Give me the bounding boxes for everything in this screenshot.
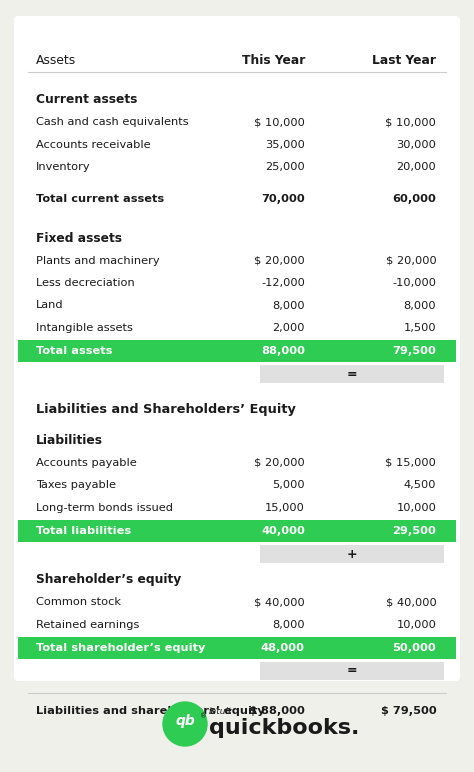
Text: Accounts receivable: Accounts receivable bbox=[36, 140, 151, 150]
Text: +: + bbox=[347, 547, 357, 560]
Bar bbox=[18, 520, 456, 542]
Text: Assets: Assets bbox=[36, 54, 76, 67]
Text: $ 40,000: $ 40,000 bbox=[254, 598, 305, 608]
Text: $ 40,000: $ 40,000 bbox=[385, 598, 436, 608]
Text: 8,000: 8,000 bbox=[272, 620, 305, 630]
Text: 10,000: 10,000 bbox=[396, 620, 436, 630]
Text: Total liabilities: Total liabilities bbox=[36, 527, 131, 536]
Text: Current assets: Current assets bbox=[36, 93, 137, 106]
Text: -12,000: -12,000 bbox=[261, 278, 305, 288]
Text: 29,500: 29,500 bbox=[392, 527, 436, 536]
Text: $ 10,000: $ 10,000 bbox=[254, 117, 305, 127]
Text: 10,000: 10,000 bbox=[396, 503, 436, 513]
Bar bbox=[260, 662, 444, 680]
Text: Liabilities and shareholders’ equity: Liabilities and shareholders’ equity bbox=[36, 706, 265, 716]
Text: 88,000: 88,000 bbox=[261, 347, 305, 356]
Text: 8,000: 8,000 bbox=[272, 300, 305, 310]
Text: 4,500: 4,500 bbox=[404, 480, 436, 490]
Text: $ 10,000: $ 10,000 bbox=[385, 117, 436, 127]
Text: 1,500: 1,500 bbox=[404, 323, 436, 333]
Text: Shareholder’s equity: Shareholder’s equity bbox=[36, 574, 181, 586]
Text: $ 79,500: $ 79,500 bbox=[381, 706, 436, 716]
Text: Total assets: Total assets bbox=[36, 347, 112, 356]
FancyBboxPatch shape bbox=[14, 16, 460, 681]
Text: 25,000: 25,000 bbox=[265, 162, 305, 172]
Text: Long-term bonds issued: Long-term bonds issued bbox=[36, 503, 173, 513]
Text: Plants and machinery: Plants and machinery bbox=[36, 256, 160, 266]
Text: 15,000: 15,000 bbox=[265, 503, 305, 513]
Text: 60,000: 60,000 bbox=[392, 194, 436, 204]
Circle shape bbox=[163, 702, 207, 746]
Text: Total current assets: Total current assets bbox=[36, 194, 164, 204]
Text: Cash and cash equivalents: Cash and cash equivalents bbox=[36, 117, 189, 127]
Text: Accounts payable: Accounts payable bbox=[36, 458, 137, 468]
Text: Intangible assets: Intangible assets bbox=[36, 323, 133, 333]
Text: Common stock: Common stock bbox=[36, 598, 121, 608]
Text: This Year: This Year bbox=[242, 54, 305, 67]
Text: 48,000: 48,000 bbox=[261, 643, 305, 653]
Bar bbox=[260, 545, 444, 563]
Text: Liabilities: Liabilities bbox=[36, 434, 103, 447]
Text: 2,000: 2,000 bbox=[273, 323, 305, 333]
Text: 20,000: 20,000 bbox=[397, 162, 436, 172]
Text: 30,000: 30,000 bbox=[396, 140, 436, 150]
Text: $ 88,000: $ 88,000 bbox=[249, 706, 305, 716]
Text: Last Year: Last Year bbox=[372, 54, 436, 67]
Text: 5,000: 5,000 bbox=[272, 480, 305, 490]
Text: Fixed assets: Fixed assets bbox=[36, 232, 122, 245]
Text: 79,500: 79,500 bbox=[392, 347, 436, 356]
Text: 8,000: 8,000 bbox=[404, 300, 436, 310]
Text: $ 20,000: $ 20,000 bbox=[254, 256, 305, 266]
Text: 40,000: 40,000 bbox=[261, 527, 305, 536]
Text: 35,000: 35,000 bbox=[265, 140, 305, 150]
Text: $ 20,000: $ 20,000 bbox=[254, 458, 305, 468]
Text: Inventory: Inventory bbox=[36, 162, 91, 172]
Text: $ 20,000: $ 20,000 bbox=[385, 256, 436, 266]
Text: $ 15,000: $ 15,000 bbox=[385, 458, 436, 468]
Text: Less decreciation: Less decreciation bbox=[36, 278, 135, 288]
Text: qb: qb bbox=[175, 714, 195, 728]
Text: -10,000: -10,000 bbox=[392, 278, 436, 288]
Text: =: = bbox=[347, 665, 357, 678]
Text: Total shareholder’s equity: Total shareholder’s equity bbox=[36, 643, 205, 653]
Bar bbox=[18, 637, 456, 659]
Text: Retained earnings: Retained earnings bbox=[36, 620, 139, 630]
Text: =: = bbox=[347, 367, 357, 381]
Text: Taxes payable: Taxes payable bbox=[36, 480, 116, 490]
Text: Liabilities and Shareholders’ Equity: Liabilities and Shareholders’ Equity bbox=[36, 404, 296, 417]
Bar bbox=[260, 365, 444, 383]
Text: ®: ® bbox=[201, 713, 208, 719]
Text: intuit: intuit bbox=[209, 707, 233, 716]
Text: 50,000: 50,000 bbox=[392, 643, 436, 653]
Text: 70,000: 70,000 bbox=[261, 194, 305, 204]
Text: Land: Land bbox=[36, 300, 64, 310]
Bar bbox=[18, 340, 456, 362]
Text: quickbooks.: quickbooks. bbox=[209, 718, 359, 738]
